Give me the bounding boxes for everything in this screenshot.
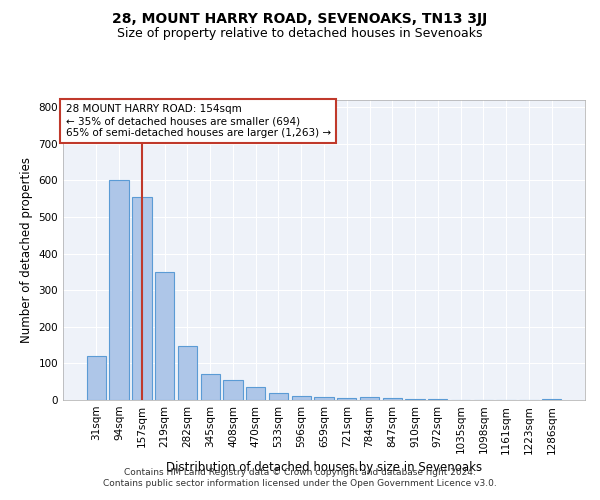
Text: 28 MOUNT HARRY ROAD: 154sqm
← 35% of detached houses are smaller (694)
65% of se: 28 MOUNT HARRY ROAD: 154sqm ← 35% of det…: [65, 104, 331, 138]
Bar: [406, 399, 425, 400]
Bar: [178, 346, 197, 400]
Bar: [155, 272, 175, 400]
Bar: [109, 180, 129, 400]
Bar: [337, 398, 356, 400]
Bar: [360, 397, 379, 400]
Bar: [314, 397, 334, 400]
Text: Contains HM Land Registry data © Crown copyright and database right 2024.
Contai: Contains HM Land Registry data © Crown c…: [103, 468, 497, 487]
Bar: [87, 356, 106, 400]
Y-axis label: Number of detached properties: Number of detached properties: [20, 157, 33, 343]
Bar: [132, 197, 152, 400]
Bar: [269, 394, 288, 400]
Bar: [200, 374, 220, 400]
X-axis label: Distribution of detached houses by size in Sevenoaks: Distribution of detached houses by size …: [166, 460, 482, 473]
Bar: [428, 399, 448, 400]
Bar: [292, 396, 311, 400]
Text: Size of property relative to detached houses in Sevenoaks: Size of property relative to detached ho…: [117, 28, 483, 40]
Bar: [223, 380, 242, 400]
Bar: [246, 387, 265, 400]
Bar: [383, 398, 402, 400]
Text: 28, MOUNT HARRY ROAD, SEVENOAKS, TN13 3JJ: 28, MOUNT HARRY ROAD, SEVENOAKS, TN13 3J…: [112, 12, 488, 26]
